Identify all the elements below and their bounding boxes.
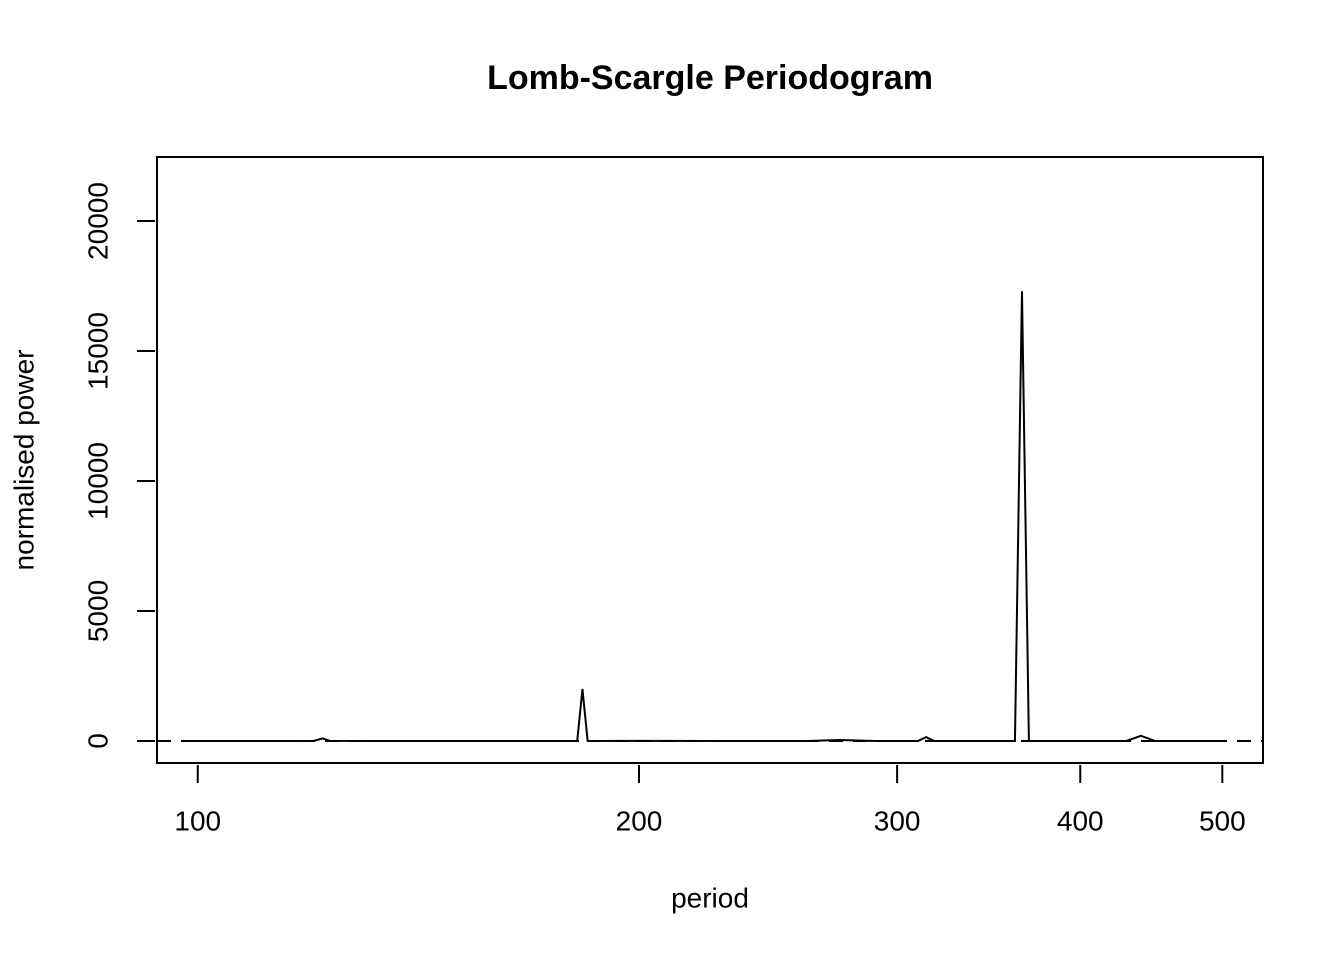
y-tick-label: 10000 xyxy=(82,442,113,520)
data-line xyxy=(191,291,1223,743)
x-tick-label: 200 xyxy=(616,805,663,836)
y-tick-label: 20000 xyxy=(82,182,113,260)
x-tick-label: 400 xyxy=(1057,805,1104,836)
x-tick-label: 100 xyxy=(174,805,221,836)
y-tick-label: 5000 xyxy=(82,580,113,642)
y-tick-label: 15000 xyxy=(82,312,113,390)
x-tick-label: 300 xyxy=(874,805,921,836)
plot-frame xyxy=(156,156,1264,764)
y-axis-label: normalised power xyxy=(8,350,39,571)
y-tick-label: 0 xyxy=(82,733,113,749)
x-axis-label: period xyxy=(671,882,749,913)
chart-title: Lomb-Scargle Periodogram xyxy=(487,59,933,97)
x-tick-label: 500 xyxy=(1199,805,1246,836)
